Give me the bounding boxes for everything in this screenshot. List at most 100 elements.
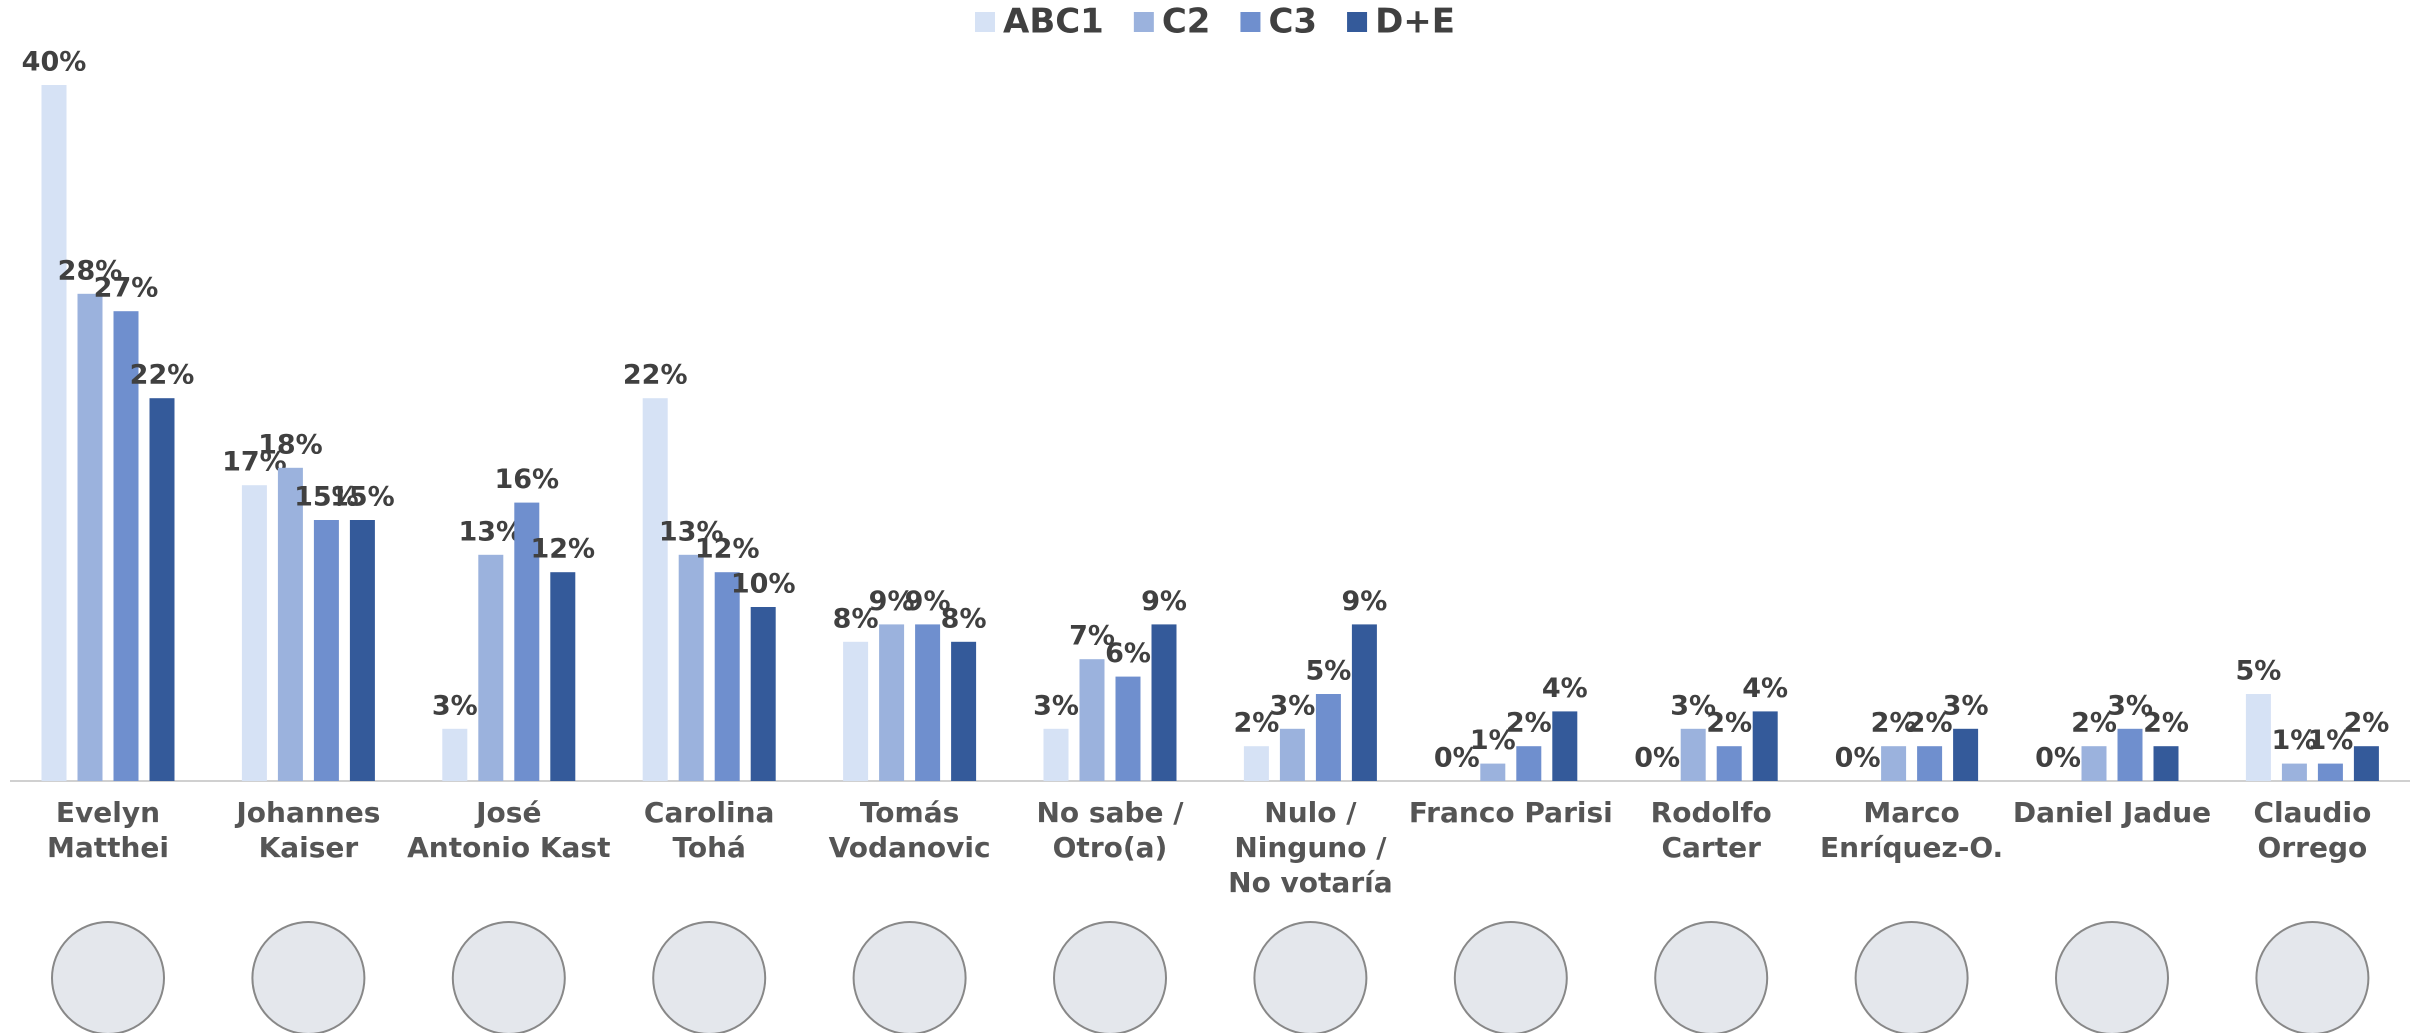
bar (642, 398, 668, 781)
photo (652, 921, 767, 1033)
value-label: 3% (1033, 690, 1079, 721)
bar (1243, 746, 1269, 781)
photo (2055, 921, 2169, 1033)
x-tick-label: Rodolfo Carter (1650, 796, 1772, 864)
bar (1917, 746, 1943, 781)
value-label: 1% (2271, 725, 2317, 756)
value-label: 13% (659, 516, 724, 547)
value-label: 8% (833, 603, 879, 634)
x-tick-label: Franco Parisi (1408, 796, 1613, 829)
photo (51, 921, 165, 1033)
value-label: 5% (2235, 656, 2281, 687)
bar (1279, 728, 1305, 781)
value-label: 2% (1233, 708, 1279, 739)
bar (2117, 728, 2143, 781)
bar (478, 554, 504, 781)
legend-label: C2 (1162, 2, 1211, 42)
value-label: 16% (494, 464, 559, 495)
category-label-box: Daniel Jadue (2012, 796, 2212, 829)
category-label-box: Rodolfo Carter (1650, 796, 1772, 864)
value-label: 0% (1634, 743, 1680, 774)
value-label: 6% (1105, 638, 1151, 669)
value-label: 1% (2307, 725, 2353, 756)
photo (1654, 921, 1769, 1033)
value-label: 17% (222, 447, 287, 478)
x-tick-label: Marco Enríquez-O. (1820, 796, 2004, 864)
value-label: 9% (1141, 586, 1187, 617)
value-label: 0% (2035, 743, 2081, 774)
category-label-box: Evelyn Matthei (46, 796, 170, 864)
bar (313, 520, 339, 781)
photo (2255, 921, 2370, 1033)
value-label: 4% (1542, 673, 1588, 704)
bar (41, 85, 67, 781)
photo (1053, 921, 1167, 1033)
bar (1079, 659, 1105, 781)
x-tick-label: Nulo / Ninguno / No votaría (1228, 796, 1393, 899)
x-tick-label: Evelyn Matthei (46, 796, 170, 864)
bar (1115, 676, 1141, 781)
value-label: 1% (1470, 725, 1516, 756)
category-label-box: Johannes Kaiser (236, 796, 381, 864)
bar (750, 607, 776, 781)
category-label-box: Claudio Orrego (2253, 796, 2371, 864)
legend-swatch (1133, 12, 1154, 32)
bar (550, 572, 576, 781)
value-label: 2% (1907, 708, 1953, 739)
bar (2081, 746, 2107, 781)
value-label: 15% (294, 482, 359, 513)
bar (714, 572, 740, 781)
value-label: 9% (905, 586, 951, 617)
value-label: 2% (1706, 708, 1752, 739)
category-label-box: Tomás Vodanovic (828, 796, 991, 864)
value-label: 2% (2143, 708, 2189, 739)
photo (1854, 921, 1969, 1033)
x-tick-label: Daniel Jadue (2012, 796, 2212, 829)
x-tick-label: José Antonio Kast (407, 796, 611, 864)
value-label: 4% (1742, 673, 1788, 704)
bar (1351, 624, 1377, 781)
category-label-box: No sabe / Otro(a) (1036, 796, 1184, 864)
bar (678, 554, 704, 781)
bar (1716, 746, 1742, 781)
bar (277, 467, 303, 781)
value-label: 22% (623, 360, 688, 391)
bar (442, 728, 468, 781)
bar (2281, 763, 2307, 781)
x-tick-label: Tomás Vodanovic (828, 796, 991, 864)
x-tick-label: No sabe / Otro(a) (1036, 796, 1184, 864)
bar (1315, 694, 1341, 781)
bar (843, 641, 869, 781)
value-label: 2% (2343, 708, 2389, 739)
value-label: 7% (1069, 621, 1115, 652)
bar (2317, 763, 2343, 781)
category-label-box: José Antonio Kast (407, 796, 611, 864)
value-label: 22% (130, 360, 195, 391)
value-label: 2% (1871, 708, 1917, 739)
bar (915, 624, 941, 781)
photo (451, 921, 566, 1033)
bar (1680, 728, 1706, 781)
bar (349, 520, 375, 781)
value-label: 40% (22, 47, 87, 78)
value-label: 27% (94, 273, 159, 304)
legend-swatch (975, 12, 995, 32)
bar (951, 641, 977, 781)
value-label: 9% (1341, 586, 1387, 617)
value-label: 5% (1305, 656, 1351, 687)
legend-label: C3 (1268, 2, 1317, 42)
photo (852, 921, 967, 1033)
bar (1151, 624, 1177, 781)
value-label: 3% (1670, 690, 1716, 721)
bar (2153, 746, 2179, 781)
photo (251, 921, 366, 1033)
value-label: 3% (1269, 690, 1315, 721)
bar (77, 293, 103, 781)
bar (879, 624, 905, 781)
bar (1043, 728, 1069, 781)
value-label: 12% (530, 534, 595, 565)
bar (1752, 711, 1778, 781)
value-label: 3% (432, 690, 478, 721)
x-tick-label: Johannes Kaiser (236, 796, 381, 864)
value-label: 2% (1506, 708, 1552, 739)
